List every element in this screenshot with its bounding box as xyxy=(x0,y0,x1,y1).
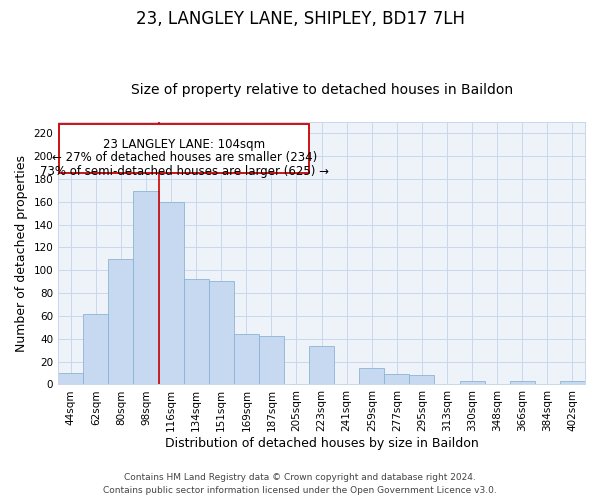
Bar xyxy=(259,336,284,384)
Bar xyxy=(460,381,485,384)
Bar xyxy=(209,280,234,384)
Text: 23 LANGLEY LANE: 104sqm: 23 LANGLEY LANE: 104sqm xyxy=(103,138,265,151)
Bar xyxy=(309,346,334,385)
X-axis label: Distribution of detached houses by size in Baildon: Distribution of detached houses by size … xyxy=(165,437,478,450)
Bar xyxy=(385,374,409,384)
Text: 73% of semi-detached houses are larger (625) →: 73% of semi-detached houses are larger (… xyxy=(40,165,329,178)
Bar xyxy=(510,381,535,384)
Bar xyxy=(560,381,585,384)
Text: ← 27% of detached houses are smaller (234): ← 27% of detached houses are smaller (23… xyxy=(52,152,317,164)
Bar xyxy=(109,259,133,384)
FancyBboxPatch shape xyxy=(59,124,309,173)
Text: 23, LANGLEY LANE, SHIPLEY, BD17 7LH: 23, LANGLEY LANE, SHIPLEY, BD17 7LH xyxy=(136,10,464,28)
Bar xyxy=(158,202,184,384)
Bar xyxy=(184,280,209,384)
Bar xyxy=(83,314,109,384)
Bar xyxy=(133,192,158,384)
Title: Size of property relative to detached houses in Baildon: Size of property relative to detached ho… xyxy=(131,83,512,97)
Bar xyxy=(58,373,83,384)
Text: Contains HM Land Registry data © Crown copyright and database right 2024.
Contai: Contains HM Land Registry data © Crown c… xyxy=(103,473,497,495)
Bar xyxy=(234,334,259,384)
Bar xyxy=(409,376,434,384)
Bar xyxy=(359,368,385,384)
Y-axis label: Number of detached properties: Number of detached properties xyxy=(15,154,28,352)
